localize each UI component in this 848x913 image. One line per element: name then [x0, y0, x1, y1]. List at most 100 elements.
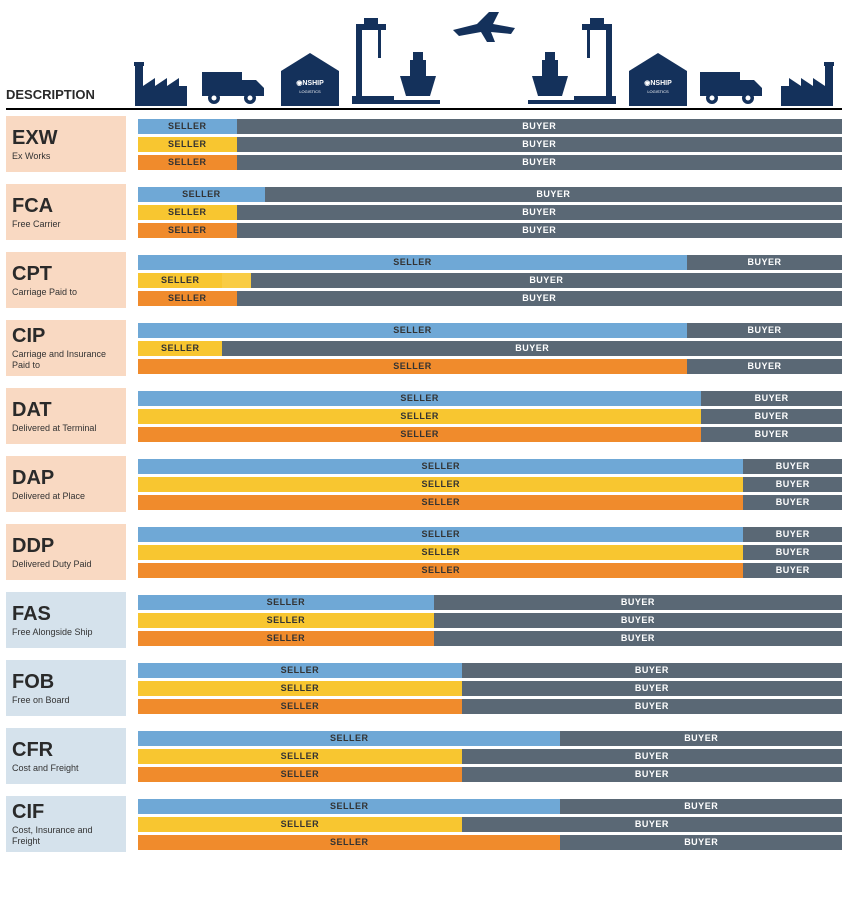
seller-segment: SELLER [138, 767, 462, 782]
seller-segment: SELLER [138, 545, 743, 560]
term-abbr: CFR [12, 739, 120, 761]
bar-row: BUYERSELLER [138, 613, 842, 628]
buyer-segment: BUYER [560, 731, 842, 746]
term-abbr: DAT [12, 399, 120, 421]
term-row: CPTCarriage Paid toBUYERSELLERBUYERSELLE… [6, 252, 842, 308]
term-row: DATDelivered at TerminalBUYERSELLERBUYER… [6, 388, 842, 444]
buyer-segment: BUYER [434, 613, 842, 628]
term-abbr: CPT [12, 263, 120, 285]
plane-icon [449, 6, 519, 46]
buyer-segment: BUYER [560, 835, 842, 850]
factory-origin-icon [131, 56, 191, 106]
seller-segment: SELLER [138, 341, 222, 356]
buyer-segment: BUYER [237, 205, 842, 220]
term-row: DAPDelivered at PlaceBUYERSELLERBUYERSEL… [6, 456, 842, 512]
seller-segment: SELLER [138, 663, 462, 678]
buyer-segment: BUYER [434, 631, 842, 646]
term-full: Carriage Paid to [12, 287, 120, 298]
buyer-segment: BUYER [687, 359, 842, 374]
seller-segment: SELLER [138, 255, 687, 270]
bar-row: BUYERSELLER [138, 699, 842, 714]
seller-segment: SELLER [138, 119, 237, 134]
bars-column: BUYERSELLERBUYERSELLERBUYERSELLER [126, 320, 842, 376]
bar-row: BUYERSELLER [138, 137, 842, 152]
bar-row: BUYERSELLER [138, 799, 842, 814]
bar-row: BUYERSELLER [138, 545, 842, 560]
bars-column: BUYERSELLERBUYERSELLERBUYERSELLER [126, 660, 842, 716]
buyer-segment: BUYER [462, 767, 842, 782]
factory-destination-icon [777, 56, 837, 106]
svg-text:LOGISTICS: LOGISTICS [648, 89, 670, 94]
seller-segment: SELLER [138, 291, 237, 306]
bar-row: BUYERSELLER [138, 817, 842, 832]
bar-row: BUYERSELLER [138, 273, 842, 288]
term-full: Free on Board [12, 695, 120, 706]
description-header: DESCRIPTION [6, 87, 126, 106]
bar-row: BUYERSELLER [138, 477, 842, 492]
term-row: CIFCost, Insurance and FreightBUYERSELLE… [6, 796, 842, 852]
seller-segment: SELLER [138, 323, 687, 338]
bar-row: BUYERSELLER [138, 291, 842, 306]
buyer-segment: BUYER [222, 341, 842, 356]
buyer-segment: BUYER [701, 427, 842, 442]
terms-container: EXWEx WorksBUYERSELLERBUYERSELLERBUYERSE… [6, 116, 842, 852]
bar-row: BUYERSELLER [138, 255, 842, 270]
buyer-segment: BUYER [237, 291, 842, 306]
bar-row: BUYERSELLER [138, 595, 842, 610]
seller-segment: SELLER [138, 563, 743, 578]
seller-segment: SELLER [138, 359, 687, 374]
seller-segment: SELLER [138, 681, 462, 696]
seller-tail-segment [222, 273, 250, 288]
bars-column: BUYERSELLERBUYERSELLERBUYERSELLER [126, 116, 842, 172]
seller-segment: SELLER [138, 409, 701, 424]
seller-segment: SELLER [138, 391, 701, 406]
buyer-segment: BUYER [560, 799, 842, 814]
buyer-segment: BUYER [462, 817, 842, 832]
term-label: CIFCost, Insurance and Freight [6, 796, 126, 852]
term-row: FOBFree on BoardBUYERSELLERBUYERSELLERBU… [6, 660, 842, 716]
buyer-segment: BUYER [743, 545, 842, 560]
buyer-segment: BUYER [743, 563, 842, 578]
header-row: DESCRIPTION [6, 6, 842, 110]
warehouse-origin-icon: ◉NSHIP LOGISTICS [279, 51, 341, 106]
bar-row: BUYERSELLER [138, 359, 842, 374]
term-abbr: FOB [12, 671, 120, 693]
seller-segment: SELLER [138, 699, 462, 714]
term-row: CFRCost and FreightBUYERSELLERBUYERSELLE… [6, 728, 842, 784]
term-full: Cost, Insurance and Freight [12, 825, 120, 847]
bar-row: BUYERSELLER [138, 323, 842, 338]
term-label: FOB Free on Board [6, 660, 126, 716]
term-label: CPT Carriage Paid to [6, 252, 126, 308]
seller-segment: SELLER [138, 459, 743, 474]
bar-row: BUYERSELLER [138, 681, 842, 696]
term-label: DDPDelivered Duty Paid [6, 524, 126, 580]
seller-segment: SELLER [138, 799, 560, 814]
bar-row: BUYERSELLER [138, 459, 842, 474]
term-abbr: EXW [12, 127, 120, 149]
bar-row: BUYERSELLER [138, 427, 842, 442]
svg-text:◉NSHIP: ◉NSHIP [644, 80, 672, 87]
term-label: FASFree Alongside Ship [6, 592, 126, 648]
bars-column: BUYERSELLERBUYERSELLERBUYERSELLER [126, 592, 842, 648]
seller-segment: SELLER [138, 631, 434, 646]
buyer-segment: BUYER [462, 663, 842, 678]
warehouse-destination-icon: ◉NSHIP LOGISTICS [627, 51, 689, 106]
seller-segment: SELLER [138, 223, 237, 238]
buyer-segment: BUYER [743, 527, 842, 542]
buyer-segment: BUYER [701, 391, 842, 406]
seller-segment: SELLER [138, 187, 265, 202]
term-full: Carriage and Insurance Paid to [12, 349, 120, 371]
bars-column: BUYERSELLERBUYERSELLERBUYERSELLER [126, 388, 842, 444]
bar-row: BUYERSELLER [138, 749, 842, 764]
buyer-segment: BUYER [237, 137, 842, 152]
bar-row: BUYERSELLER [138, 527, 842, 542]
buyer-segment: BUYER [251, 273, 842, 288]
term-abbr: CIP [12, 325, 120, 347]
term-label: CFRCost and Freight [6, 728, 126, 784]
bars-column: BUYERSELLERBUYERSELLERBUYERSELLER [126, 252, 842, 308]
bar-row: BUYERSELLER [138, 119, 842, 134]
seller-segment: SELLER [138, 595, 434, 610]
bar-row: BUYERSELLER [138, 187, 842, 202]
term-label: EXWEx Works [6, 116, 126, 172]
buyer-segment: BUYER [743, 459, 842, 474]
